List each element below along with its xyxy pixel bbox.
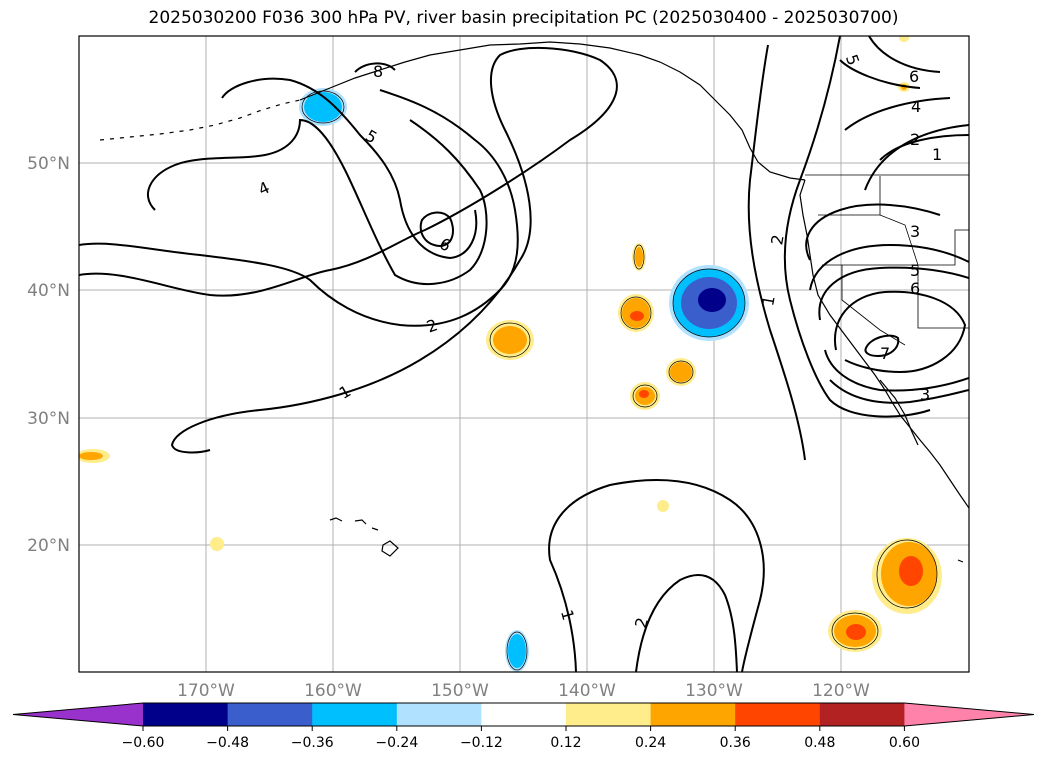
colorbar-segment xyxy=(735,703,821,726)
graticule xyxy=(79,36,969,672)
lon-label: 130°W xyxy=(685,681,743,701)
contour-label: 1 xyxy=(932,145,942,164)
longitude-labels: 170°W 160°W 150°W 140°W 130°W 120°W xyxy=(177,681,870,701)
latitude-labels: 50°N 40°N 30°N 20°N xyxy=(27,154,70,556)
colorbar-extend-low xyxy=(13,703,143,726)
contour-label: 6 xyxy=(910,279,920,298)
colorbar-segment xyxy=(396,703,482,726)
colorbar-tick-label: −0.60 xyxy=(122,735,165,751)
colorbar: −0.60 −0.48 −0.36 −0.24 −0.12 0.12 0.24 0.36 0.4… xyxy=(12,702,1035,751)
colorbar-segment xyxy=(227,703,313,726)
pv-contours xyxy=(79,36,969,672)
shading-outlines xyxy=(301,90,938,671)
contour-label: 2 xyxy=(631,615,652,630)
lat-label: 30°N xyxy=(27,409,70,429)
colorbar-segment xyxy=(819,703,905,726)
contour-label: 5 xyxy=(910,261,920,280)
contour-label: 2 xyxy=(767,233,787,246)
contour-label: 3 xyxy=(920,385,930,404)
lon-label: 120°W xyxy=(812,681,870,701)
colorbar-tick-label: 0.36 xyxy=(720,735,751,751)
lat-label: 40°N xyxy=(27,281,70,301)
lon-label: 150°W xyxy=(431,681,489,701)
colorbar-tick-label: 0.24 xyxy=(635,735,666,751)
map-title: 2025030200 F036 300 hPa PV, river basin … xyxy=(148,8,899,28)
colorbar-tick-label: −0.12 xyxy=(460,735,503,751)
colorbar-segment xyxy=(312,703,398,726)
colorbar-segment xyxy=(650,703,736,726)
contour-label: 1 xyxy=(758,294,778,307)
contour-label: 1 xyxy=(557,608,578,623)
colorbar-tick-label: −0.24 xyxy=(375,735,418,751)
colorbar-segment xyxy=(481,703,567,726)
colorbar-segment xyxy=(566,703,652,726)
lat-label: 20°N xyxy=(27,536,70,556)
contour-label: 3 xyxy=(910,222,920,241)
contour-label: 8 xyxy=(373,62,383,81)
contour-label: 6 xyxy=(909,67,919,86)
borders xyxy=(805,174,969,346)
lon-label: 170°W xyxy=(177,681,235,701)
lat-label: 50°N xyxy=(27,154,70,174)
lon-label: 160°W xyxy=(304,681,362,701)
colorbar-tick-label: 0.60 xyxy=(889,735,920,751)
contour-label: 7 xyxy=(880,344,890,363)
contour-label: 2 xyxy=(910,130,920,149)
colorbar-tick-label: 0.12 xyxy=(550,735,581,751)
colorbar-tick-label: 0.48 xyxy=(804,735,835,751)
contour-label: 4 xyxy=(911,97,921,116)
map-frame xyxy=(78,35,970,673)
colorbar-tick-label: −0.36 xyxy=(291,735,334,751)
colorbar-tick-label: −0.48 xyxy=(206,735,249,751)
colorbar-segment xyxy=(143,703,229,726)
lon-label: 140°W xyxy=(558,681,616,701)
precipitation-shading xyxy=(79,36,942,672)
colorbar-extend-high xyxy=(904,703,1034,726)
